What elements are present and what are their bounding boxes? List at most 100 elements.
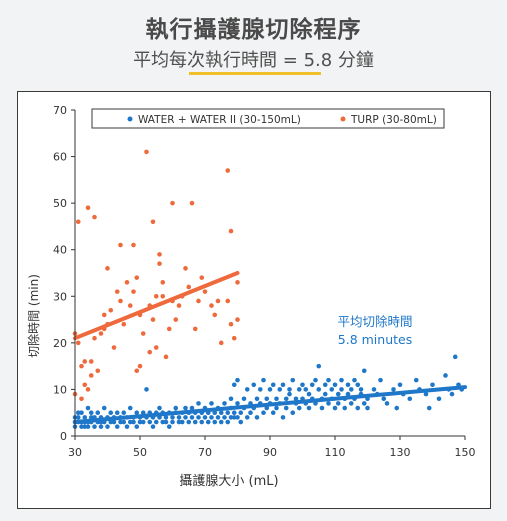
data-point-water <box>345 382 351 388</box>
data-point-turp <box>85 387 91 392</box>
data-point-water <box>329 387 335 392</box>
data-point-water <box>150 424 156 429</box>
data-point-water <box>218 419 224 425</box>
data-point-water <box>127 419 133 425</box>
data-point-water <box>222 415 227 420</box>
data-point-turp <box>228 228 234 234</box>
data-point-turp <box>134 275 140 280</box>
data-point-water <box>322 382 328 388</box>
data-point-water <box>111 419 117 425</box>
data-point-water <box>280 415 286 420</box>
data-point-water <box>355 382 361 388</box>
data-point-water <box>423 391 429 397</box>
data-point-water <box>397 382 403 388</box>
data-point-water <box>235 377 240 383</box>
data-point-water <box>215 415 221 420</box>
x-tick-label: 110 <box>325 446 346 459</box>
data-point-water <box>371 387 377 392</box>
data-point-water <box>82 424 88 429</box>
data-point-turp <box>186 284 192 290</box>
data-point-turp <box>82 359 88 364</box>
data-point-turp <box>131 289 136 294</box>
data-point-water <box>176 415 182 420</box>
y-tick-label: 30 <box>53 290 67 303</box>
data-point-water <box>244 387 250 392</box>
data-point-turp <box>218 340 224 346</box>
data-point-water <box>238 419 244 425</box>
data-point-water <box>322 391 328 397</box>
data-point-water <box>407 396 413 402</box>
data-point-water <box>244 415 250 420</box>
data-point-turp <box>108 307 114 313</box>
data-point-water <box>85 424 91 429</box>
data-point-water <box>335 401 341 406</box>
data-point-water <box>251 382 257 388</box>
data-point-water <box>235 401 240 406</box>
data-point-water <box>75 410 81 416</box>
x-tick-label: 130 <box>390 446 411 459</box>
data-point-water <box>267 387 273 392</box>
data-point-water <box>293 396 299 402</box>
data-point-water <box>137 419 143 425</box>
data-point-water <box>170 415 175 420</box>
data-point-water <box>199 419 205 425</box>
data-point-water <box>196 415 201 420</box>
data-point-water <box>443 373 448 378</box>
data-point-water <box>127 405 133 411</box>
subtitle-underline <box>189 72 321 75</box>
data-point-turp <box>153 345 159 350</box>
data-point-water <box>231 410 237 416</box>
data-point-water <box>319 405 325 411</box>
data-point-water <box>345 391 351 397</box>
data-point-water <box>254 396 260 402</box>
data-point-water <box>179 419 185 425</box>
data-point-turp <box>131 242 136 248</box>
data-point-water <box>114 410 120 416</box>
data-point-water <box>183 415 188 420</box>
data-point-water <box>231 382 237 388</box>
data-point-water <box>332 405 338 411</box>
data-point-turp <box>98 331 104 336</box>
data-point-water <box>296 405 302 411</box>
data-point-turp <box>79 363 84 369</box>
data-point-water <box>270 382 276 388</box>
data-point-water <box>79 410 84 416</box>
data-point-water <box>124 424 130 429</box>
data-point-water <box>160 419 166 425</box>
data-point-turp <box>137 363 143 369</box>
data-point-water <box>449 391 455 397</box>
data-point-water <box>108 410 114 416</box>
data-point-water <box>391 387 396 392</box>
data-point-turp <box>215 298 221 304</box>
data-point-turp <box>127 303 133 308</box>
data-point-water <box>79 424 84 429</box>
data-point-water <box>225 410 231 416</box>
data-point-water <box>436 396 442 402</box>
data-point-water <box>192 419 198 425</box>
data-point-turp <box>176 303 182 308</box>
data-point-turp <box>134 368 140 374</box>
data-point-water <box>189 405 195 411</box>
data-point-water <box>248 410 253 416</box>
data-point-water <box>241 396 247 402</box>
data-point-turp <box>235 317 240 322</box>
axes-layer: 0 10 20 30 40 50 60 70 30 50 70 90 110 130 150 <box>53 104 476 459</box>
data-point-water <box>140 419 146 425</box>
data-point-water <box>261 410 266 416</box>
chart-panel: 0 10 20 30 40 50 60 70 30 50 70 90 110 130 150 WATER +… <box>17 91 491 509</box>
data-point-water <box>316 387 322 392</box>
data-point-turp <box>114 289 120 294</box>
data-point-water <box>283 396 289 402</box>
scatter-chart: 0 10 20 30 40 50 60 70 30 50 70 90 110 130 150 WATER +… <box>26 104 476 489</box>
annotation-line-2: 5.8 minutes <box>338 332 412 347</box>
page-subtitle: 平均每次執行時間 = 5.8 分鐘 <box>133 50 374 71</box>
data-point-water <box>95 410 101 416</box>
trend-line-water <box>73 385 467 425</box>
data-point-water <box>290 410 296 416</box>
data-point-water <box>231 415 237 420</box>
data-point-water <box>173 405 179 411</box>
data-point-water <box>170 419 175 425</box>
data-point-water <box>413 377 419 383</box>
data-point-water <box>326 401 331 406</box>
data-point-turp <box>88 359 94 364</box>
